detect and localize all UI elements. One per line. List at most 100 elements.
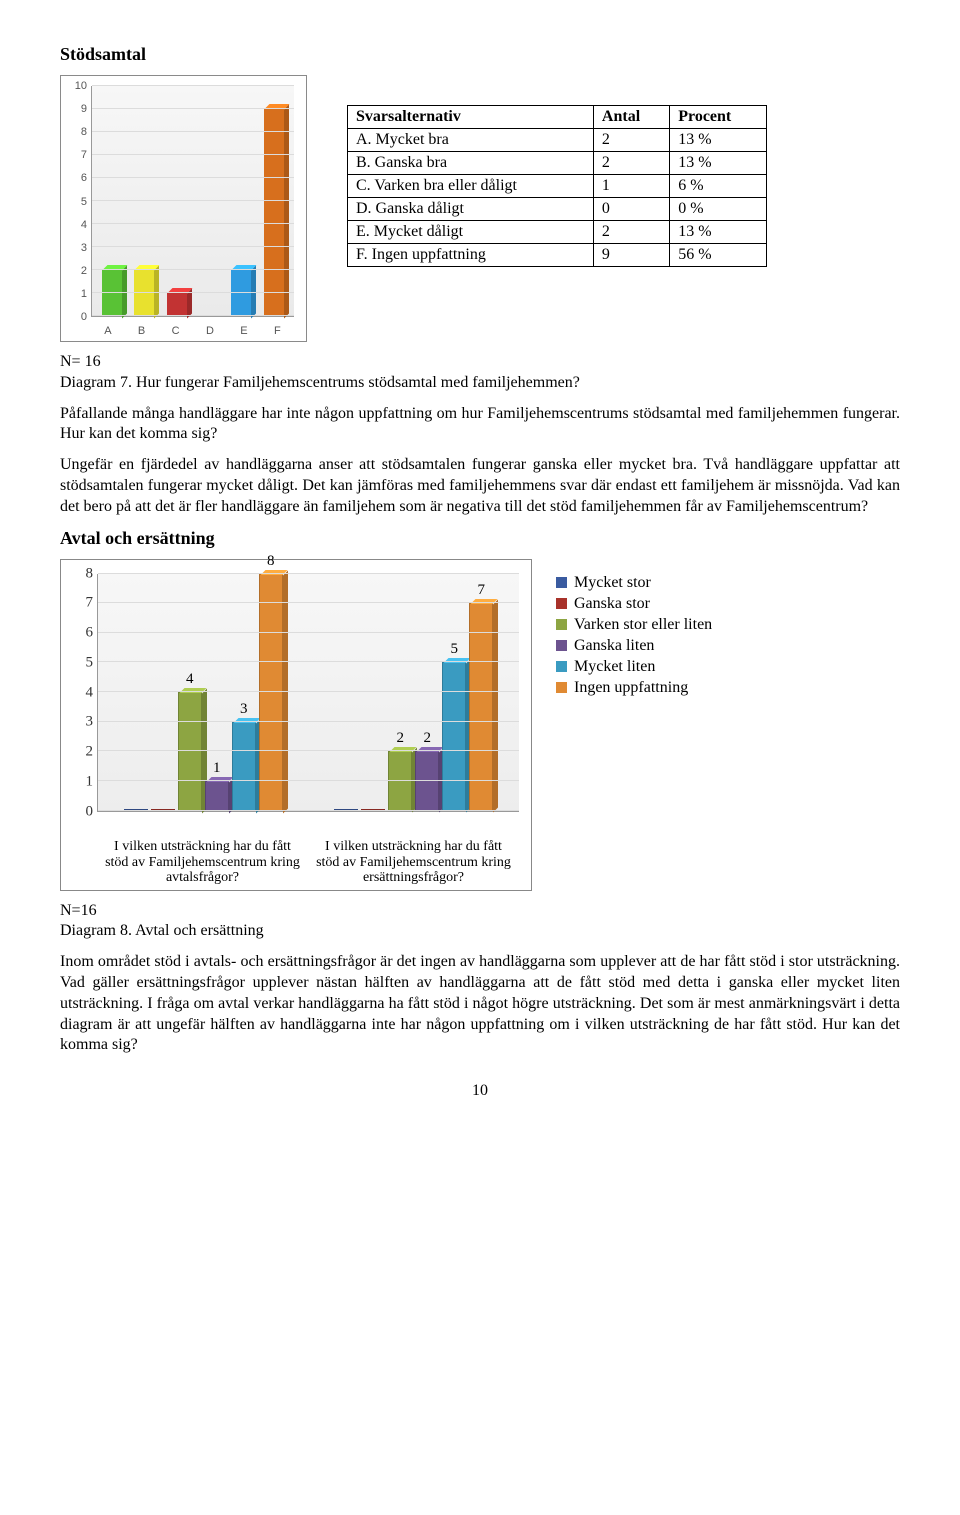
- chart2-group: 4138: [98, 574, 309, 811]
- table-row: C. Varken bra eller dåligt16 %: [348, 175, 767, 198]
- paragraph-3: Inom området stöd i avtals- och ersättni…: [60, 952, 900, 1056]
- legend-swatch: [556, 577, 567, 588]
- table-cell: 13 %: [670, 221, 767, 244]
- legend-label: Varken stor eller liten: [574, 616, 712, 634]
- chart2-ytick: 2: [75, 744, 93, 761]
- chart2-ytick: 3: [75, 714, 93, 731]
- table-cell: 2: [593, 152, 669, 175]
- table-cell: 13 %: [670, 152, 767, 175]
- chart2-bar-label: 3: [233, 701, 255, 718]
- paragraph-1: Påfallande många handläggare har inte nå…: [60, 404, 900, 446]
- table-cell: F. Ingen uppfattning: [348, 244, 594, 267]
- chart2-ytick: 4: [75, 684, 93, 701]
- chart1-ytick: 9: [71, 103, 87, 115]
- legend-swatch: [556, 598, 567, 609]
- legend-swatch: [556, 640, 567, 651]
- chart2-bar-label: 4: [179, 671, 201, 688]
- chart2-bar-label: 1: [206, 760, 228, 777]
- chart2-bar: 2: [388, 751, 412, 810]
- chart2-bar-label: 2: [416, 730, 438, 747]
- chart1-xlabel: D: [206, 325, 214, 337]
- chart1-ytick: 7: [71, 149, 87, 161]
- table-row: F. Ingen uppfattning956 %: [348, 244, 767, 267]
- caption1-n: N= 16: [60, 352, 900, 373]
- chart1-ytick: 0: [71, 311, 87, 323]
- legend-item: Mycket stor: [556, 574, 712, 592]
- chart2-ytick: 1: [75, 773, 93, 790]
- chart-stodsamtal: ABCDEF 012345678910: [60, 75, 307, 342]
- heading-stodsamtal: Stödsamtal: [60, 44, 900, 65]
- chart2-bar-label: 5: [443, 641, 465, 658]
- chart2-bar-label: 2: [389, 730, 411, 747]
- chart1-ytick: 5: [71, 196, 87, 208]
- legend-item: Ingen uppfattning: [556, 679, 712, 697]
- legend-item: Ganska stor: [556, 595, 712, 613]
- table-cell: 6 %: [670, 175, 767, 198]
- chart2-xlabels: I vilken utsträckning har du fått stöd a…: [97, 839, 519, 885]
- table-row: A. Mycket bra213 %: [348, 129, 767, 152]
- chart2-bar: 4: [178, 692, 202, 811]
- table-row: B. Ganska bra213 %: [348, 152, 767, 175]
- table-header-cell: Procent: [670, 106, 767, 129]
- chart2-ytick: 8: [75, 565, 93, 582]
- table-cell: 0: [593, 198, 669, 221]
- table-stodsamtal: SvarsalternativAntalProcent A. Mycket br…: [347, 105, 767, 267]
- table-cell: 13 %: [670, 129, 767, 152]
- table-cell: 2: [593, 221, 669, 244]
- chart1-ytick: 4: [71, 219, 87, 231]
- chart1-xlabel: C: [172, 325, 180, 337]
- chart2-group: 2257: [309, 574, 520, 811]
- chart1-xlabel: B: [138, 325, 145, 337]
- chart1-ytick: 6: [71, 172, 87, 184]
- chart1-bar: [102, 270, 122, 316]
- paragraph-2: Ungefär en fjärdedel av handläggarna ans…: [60, 455, 900, 517]
- chart1-bar: [231, 270, 251, 316]
- chart1-xlabel: E: [240, 325, 247, 337]
- table-header-row: SvarsalternativAntalProcent: [348, 106, 767, 129]
- chart2-bar: 1: [205, 781, 229, 811]
- chart-avtal-ersattning: 41382257 I vilken utsträckning har du få…: [60, 559, 532, 891]
- chart1-ytick: 2: [71, 265, 87, 277]
- caption1: Diagram 7. Hur fungerar Familjehemscentr…: [60, 373, 900, 394]
- table-body: A. Mycket bra213 %B. Ganska bra213 %C. V…: [348, 129, 767, 267]
- table-row: D. Ganska dåligt00 %: [348, 198, 767, 221]
- table-cell: 56 %: [670, 244, 767, 267]
- chart1-plot: [91, 86, 294, 317]
- chart2-ytick: 7: [75, 595, 93, 612]
- legend-label: Ingen uppfattning: [574, 679, 688, 697]
- caption2-n: N=16: [60, 901, 900, 922]
- chart2-ytick: 6: [75, 625, 93, 642]
- page-number: 10: [60, 1082, 900, 1100]
- table-header-cell: Antal: [593, 106, 669, 129]
- table-cell: 9: [593, 244, 669, 267]
- chart1-ytick: 8: [71, 126, 87, 138]
- chart2-legend: Mycket stor Ganska stor Varken stor eller …: [556, 571, 712, 700]
- chart1-bars: [92, 86, 294, 316]
- legend-item: Varken stor eller liten: [556, 616, 712, 634]
- legend-swatch: [556, 661, 567, 672]
- chart1-bar: [167, 293, 187, 316]
- chart2-bar-label: 7: [470, 582, 492, 599]
- chart1-xlabel: F: [274, 325, 281, 337]
- table-cell: 2: [593, 129, 669, 152]
- chart1-ytick: 1: [71, 288, 87, 300]
- legend-swatch: [556, 619, 567, 630]
- chart2-bar: 2: [415, 751, 439, 810]
- heading-avtal: Avtal och ersättning: [60, 528, 900, 549]
- chart2-bar: 8: [259, 574, 283, 811]
- legend-label: Ganska liten: [574, 637, 654, 655]
- table-row: E. Mycket dåligt213 %: [348, 221, 767, 244]
- chart1-bar: [264, 109, 284, 316]
- chart2-bar: 5: [442, 662, 466, 810]
- chart2-bar: 3: [232, 722, 256, 811]
- chart2-xlabel: I vilken utsträckning har du fått stöd a…: [308, 839, 519, 885]
- legend-label: Mycket liten: [574, 658, 655, 676]
- table-cell: 0 %: [670, 198, 767, 221]
- chart2-ytick: 5: [75, 654, 93, 671]
- chart1-xlabel: A: [104, 325, 111, 337]
- table-cell: B. Ganska bra: [348, 152, 594, 175]
- legend-item: Ganska liten: [556, 637, 712, 655]
- legend-swatch: [556, 682, 567, 693]
- table-cell: D. Ganska dåligt: [348, 198, 594, 221]
- chart1-xlabels: A B C D E F: [91, 325, 294, 337]
